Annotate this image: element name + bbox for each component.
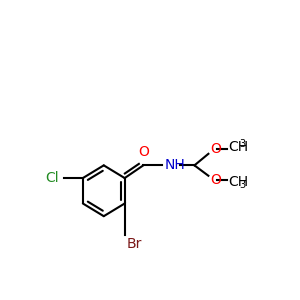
Text: O: O — [210, 142, 221, 156]
Text: O: O — [138, 145, 149, 158]
Text: O: O — [210, 173, 221, 188]
Text: CH: CH — [229, 140, 249, 154]
Text: Cl: Cl — [46, 171, 59, 185]
Text: CH: CH — [229, 175, 249, 189]
Text: 3: 3 — [240, 181, 246, 190]
Text: NH: NH — [164, 158, 185, 172]
Text: Br: Br — [127, 237, 142, 251]
Text: 3: 3 — [240, 139, 246, 149]
